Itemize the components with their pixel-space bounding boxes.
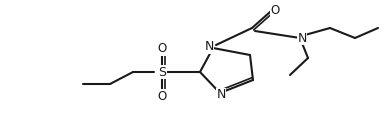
- Text: S: S: [158, 66, 166, 79]
- Text: N: N: [297, 31, 307, 44]
- Text: O: O: [270, 5, 279, 18]
- Text: O: O: [157, 90, 167, 103]
- Text: N: N: [204, 40, 214, 53]
- Text: O: O: [157, 42, 167, 55]
- Text: N: N: [216, 88, 226, 101]
